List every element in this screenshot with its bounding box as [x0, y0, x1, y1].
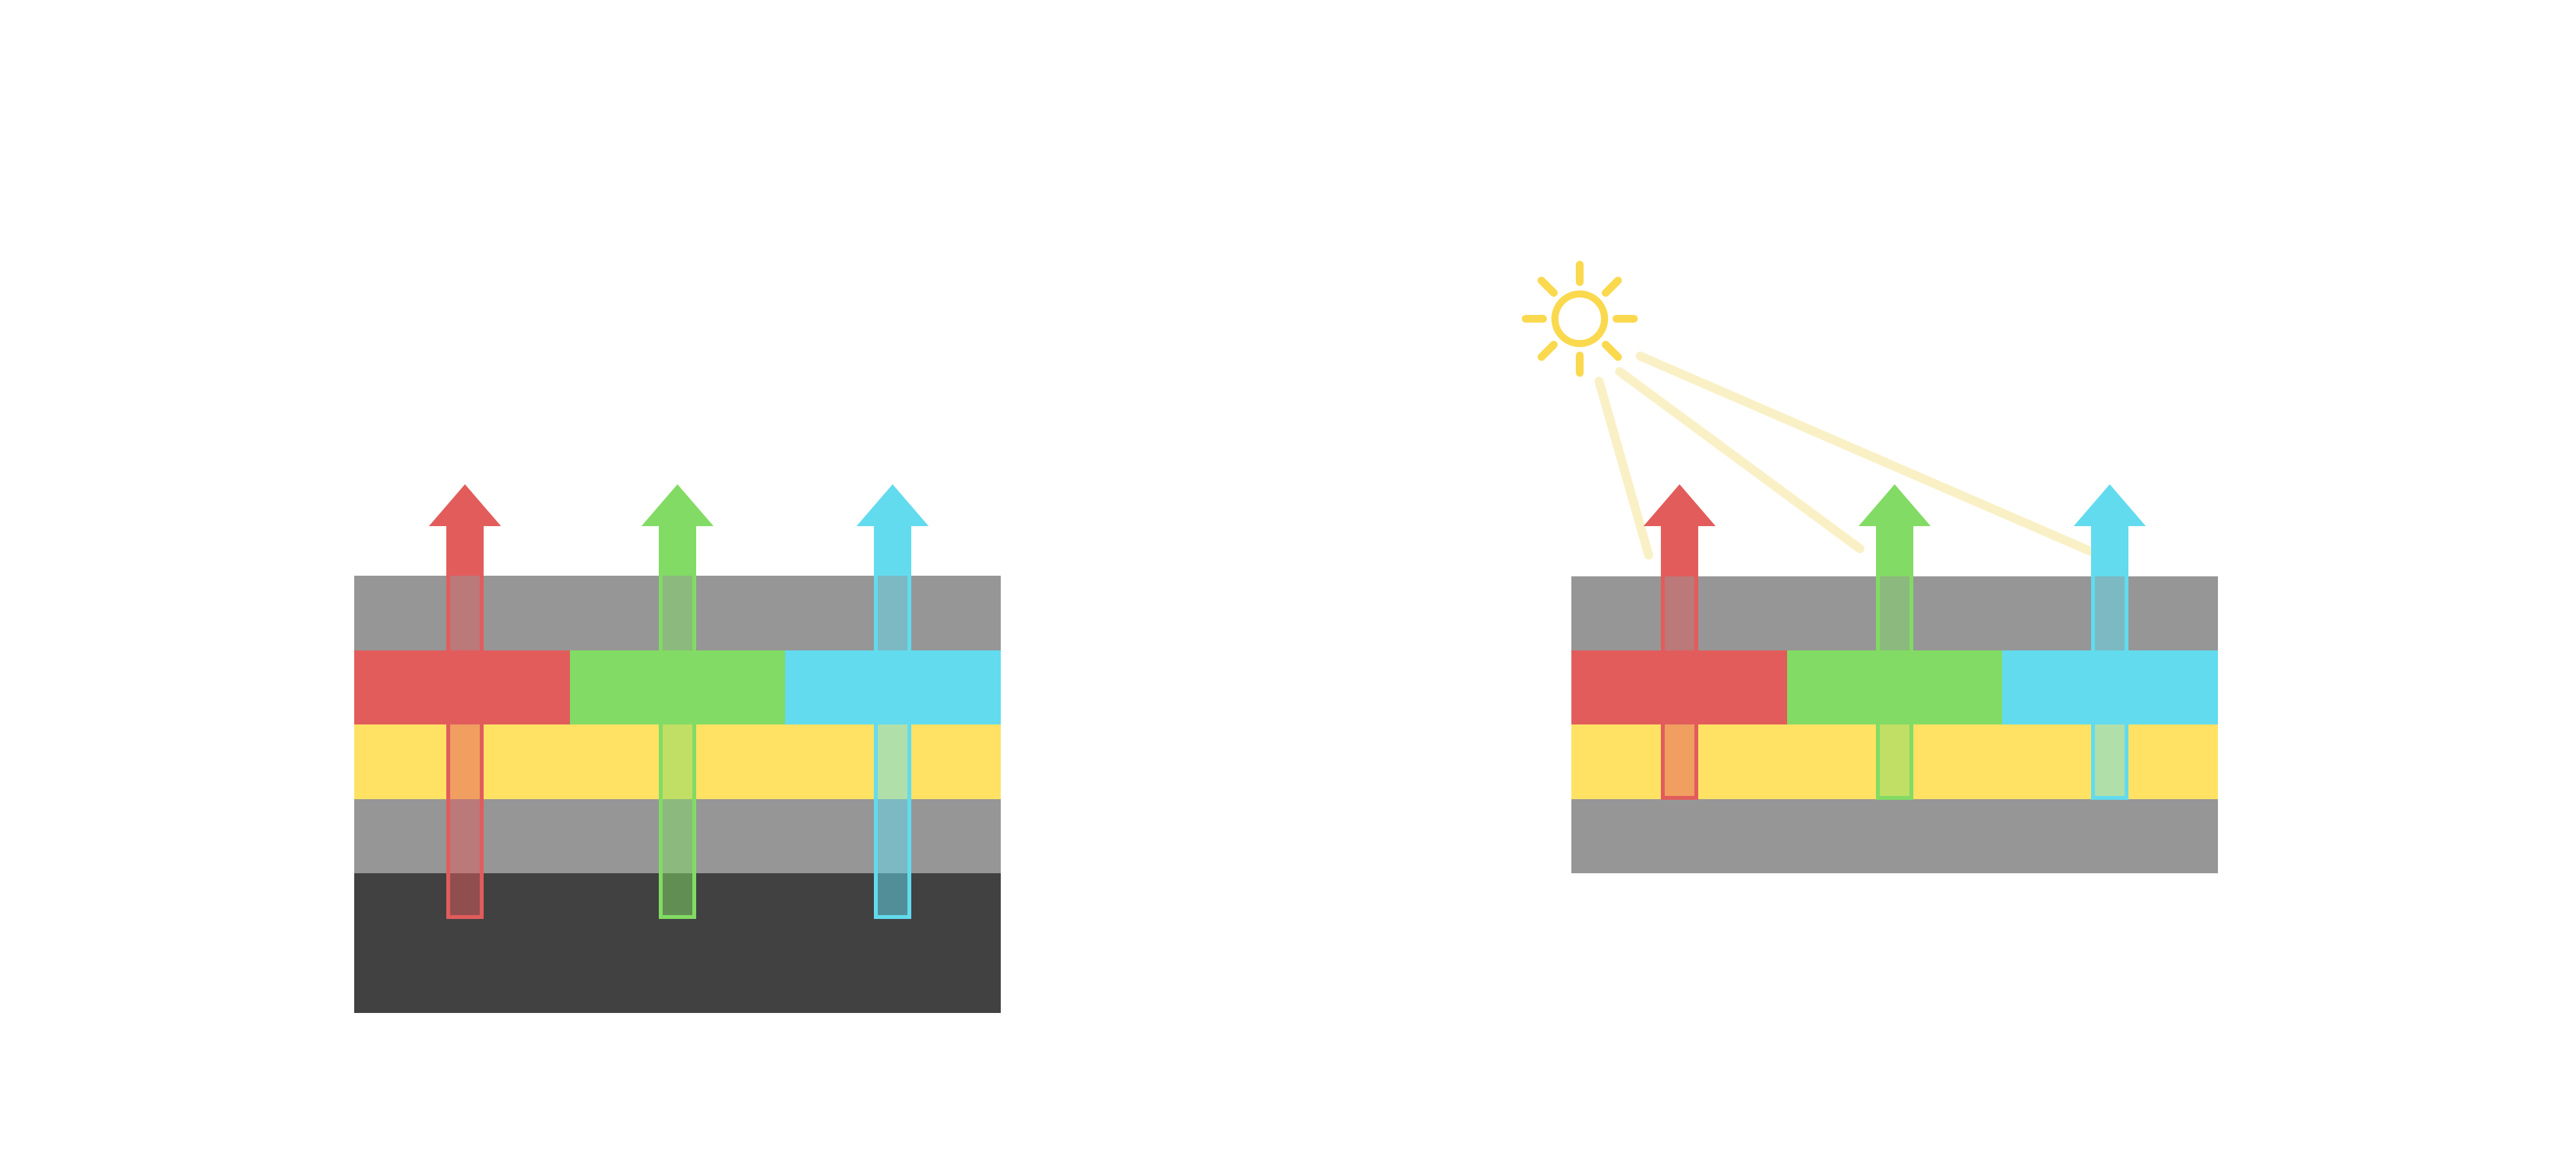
green-arrow-stem [1876, 526, 1913, 576]
blue-arrow-stem [874, 526, 911, 576]
reflector-substrate [1571, 799, 2218, 873]
green-arrow-translucent-stem [1876, 576, 1913, 800]
red-arrow-head [1643, 484, 1716, 526]
green-arrow-translucent-stem [659, 576, 696, 919]
blue-arrow-translucent-stem [2091, 576, 2128, 800]
sunlight-beam [1595, 377, 1653, 560]
blue-arrow-head [857, 484, 929, 526]
green-arrow-head [1859, 484, 1931, 526]
sun-rays [1522, 261, 1638, 377]
blue-arrow-translucent-stem [874, 576, 911, 919]
reflective-panel [1288, 0, 2576, 1154]
sun-disc-outline [1551, 290, 1608, 347]
red-arrow-head [429, 484, 501, 526]
red-arrow-stem [1661, 526, 1698, 576]
green-arrow-stem [659, 526, 696, 576]
emissive-panel [354, 484, 1001, 1013]
red-arrow-translucent-stem [1661, 576, 1698, 800]
red-arrow-translucent-stem [446, 576, 484, 919]
red-arrow-stem [446, 526, 484, 576]
green-arrow-head [641, 484, 714, 526]
sun-icon [1522, 261, 1638, 377]
blue-arrow-stem [2091, 526, 2128, 576]
blue-arrow-head [2074, 484, 2146, 526]
